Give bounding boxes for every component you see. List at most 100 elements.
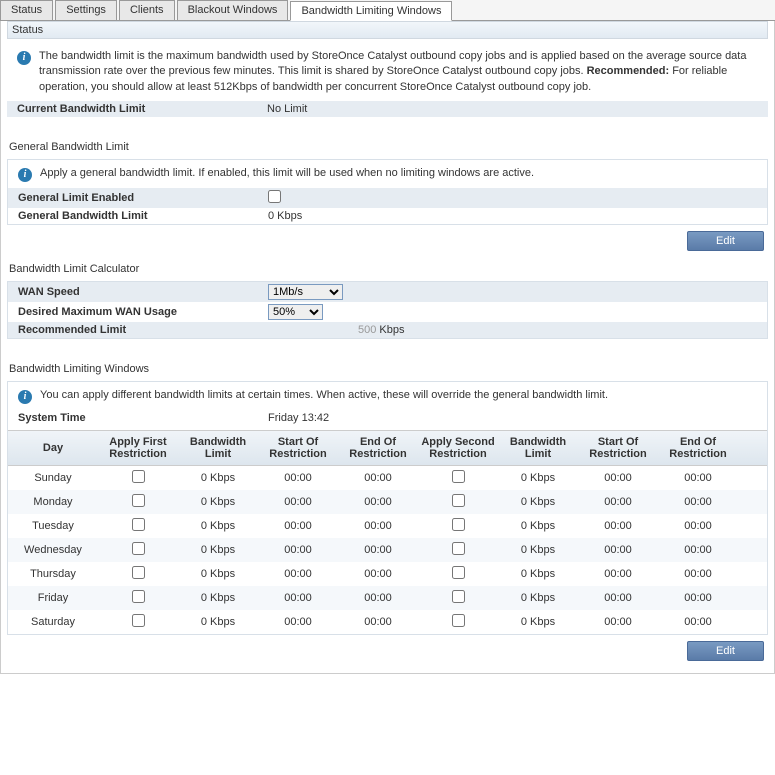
tab-settings[interactable]: Settings [55, 0, 117, 20]
tab-blackout-windows[interactable]: Blackout Windows [177, 0, 289, 20]
col-start1: Start Of Restriction [258, 432, 338, 464]
limit2-cell: 0 Kbps [498, 540, 578, 560]
wan-usage-select[interactable]: 50% [268, 304, 323, 320]
col-limit2: Bandwidth Limit [498, 432, 578, 464]
recommended-limit-label: Recommended Limit [18, 324, 268, 336]
limit1-cell: 0 Kbps [178, 564, 258, 584]
col-apply-first: Apply First Restriction [98, 432, 178, 464]
wan-speed-select[interactable]: 1Mb/s [268, 284, 343, 300]
table-row: Saturday0 Kbps00:0000:000 Kbps00:0000:00 [8, 610, 767, 634]
start1-cell: 00:00 [258, 540, 338, 560]
current-bandwidth-value: No Limit [267, 103, 758, 115]
limit1-cell: 0 Kbps [178, 540, 258, 560]
start1-cell: 00:00 [258, 564, 338, 584]
tab-clients[interactable]: Clients [119, 0, 175, 20]
apply-second-checkbox[interactable] [452, 614, 465, 627]
apply-first-checkbox[interactable] [132, 542, 145, 555]
start1-cell: 00:00 [258, 492, 338, 512]
apply-first-checkbox[interactable] [132, 566, 145, 579]
general-info-text: Apply a general bandwidth limit. If enab… [40, 166, 757, 181]
table-row: Monday0 Kbps00:0000:000 Kbps00:0000:00 [8, 490, 767, 514]
limit1-cell: 0 Kbps [178, 468, 258, 488]
col-start2: Start Of Restriction [578, 432, 658, 464]
col-limit1: Bandwidth Limit [178, 432, 258, 464]
end2-cell: 00:00 [658, 468, 738, 488]
table-row: Friday0 Kbps00:0000:000 Kbps00:0000:00 [8, 586, 767, 610]
start1-cell: 00:00 [258, 588, 338, 608]
status-header: Status [7, 21, 768, 39]
apply-first-checkbox[interactable] [132, 518, 145, 531]
current-bandwidth-label: Current Bandwidth Limit [17, 103, 267, 115]
day-cell: Monday [8, 492, 98, 512]
general-enabled-checkbox[interactable] [268, 190, 281, 203]
start2-cell: 00:00 [578, 516, 658, 536]
start2-cell: 00:00 [578, 612, 658, 632]
apply-first-checkbox[interactable] [132, 614, 145, 627]
end1-cell: 00:00 [338, 612, 418, 632]
start2-cell: 00:00 [578, 492, 658, 512]
end1-cell: 00:00 [338, 540, 418, 560]
windows-edit-button[interactable]: Edit [687, 641, 764, 661]
start1-cell: 00:00 [258, 516, 338, 536]
limit2-cell: 0 Kbps [498, 588, 578, 608]
day-cell: Tuesday [8, 516, 98, 536]
col-end2: End Of Restriction [658, 432, 738, 464]
day-cell: Thursday [8, 564, 98, 584]
system-time-label: System Time [18, 412, 268, 424]
windows-info-text: You can apply different bandwidth limits… [40, 388, 757, 403]
start1-cell: 00:00 [258, 468, 338, 488]
start2-cell: 00:00 [578, 588, 658, 608]
col-end1: End Of Restriction [338, 432, 418, 464]
windows-title: Bandwidth Limiting Windows [7, 357, 768, 381]
start2-cell: 00:00 [578, 468, 658, 488]
day-cell: Friday [8, 588, 98, 608]
limit1-cell: 0 Kbps [178, 588, 258, 608]
general-edit-button[interactable]: Edit [687, 231, 764, 251]
end1-cell: 00:00 [338, 588, 418, 608]
apply-second-checkbox[interactable] [452, 542, 465, 555]
end1-cell: 00:00 [338, 492, 418, 512]
apply-second-checkbox[interactable] [452, 470, 465, 483]
recommended-limit-value: 500 Kbps [268, 324, 757, 336]
day-cell: Wednesday [8, 540, 98, 560]
end2-cell: 00:00 [658, 492, 738, 512]
apply-first-checkbox[interactable] [132, 470, 145, 483]
day-cell: Sunday [8, 468, 98, 488]
apply-first-checkbox[interactable] [132, 494, 145, 507]
table-row: Tuesday0 Kbps00:0000:000 Kbps00:0000:00 [8, 514, 767, 538]
general-limit-value: 0 Kbps [268, 210, 757, 222]
apply-second-checkbox[interactable] [452, 518, 465, 531]
apply-second-checkbox[interactable] [452, 494, 465, 507]
tab-bar: Status Settings Clients Blackout Windows… [0, 0, 775, 21]
start1-cell: 00:00 [258, 612, 338, 632]
system-time-value: Friday 13:42 [268, 412, 757, 424]
end2-cell: 00:00 [658, 540, 738, 560]
table-row: Wednesday0 Kbps00:0000:000 Kbps00:0000:0… [8, 538, 767, 562]
apply-second-checkbox[interactable] [452, 566, 465, 579]
tab-bandwidth-limiting-windows[interactable]: Bandwidth Limiting Windows [290, 1, 452, 21]
apply-second-checkbox[interactable] [452, 590, 465, 603]
start2-cell: 00:00 [578, 540, 658, 560]
limit2-cell: 0 Kbps [498, 492, 578, 512]
end1-cell: 00:00 [338, 468, 418, 488]
tab-status[interactable]: Status [0, 0, 53, 20]
limit1-cell: 0 Kbps [178, 492, 258, 512]
limit1-cell: 0 Kbps [178, 516, 258, 536]
limit1-cell: 0 Kbps [178, 612, 258, 632]
table-row: Sunday0 Kbps00:0000:000 Kbps00:0000:00 [8, 466, 767, 490]
end1-cell: 00:00 [338, 516, 418, 536]
limit2-cell: 0 Kbps [498, 564, 578, 584]
table-row: Thursday0 Kbps00:0000:000 Kbps00:0000:00 [8, 562, 767, 586]
general-limit-label: General Bandwidth Limit [18, 210, 268, 222]
wan-speed-label: WAN Speed [18, 286, 268, 298]
limit2-cell: 0 Kbps [498, 516, 578, 536]
general-title: General Bandwidth Limit [7, 135, 768, 159]
status-info-text: The bandwidth limit is the maximum bandw… [39, 49, 758, 95]
info-icon: i [18, 390, 32, 404]
limit2-cell: 0 Kbps [498, 612, 578, 632]
wan-usage-label: Desired Maximum WAN Usage [18, 306, 268, 318]
general-enabled-label: General Limit Enabled [18, 192, 268, 204]
end2-cell: 00:00 [658, 564, 738, 584]
apply-first-checkbox[interactable] [132, 590, 145, 603]
end2-cell: 00:00 [658, 588, 738, 608]
